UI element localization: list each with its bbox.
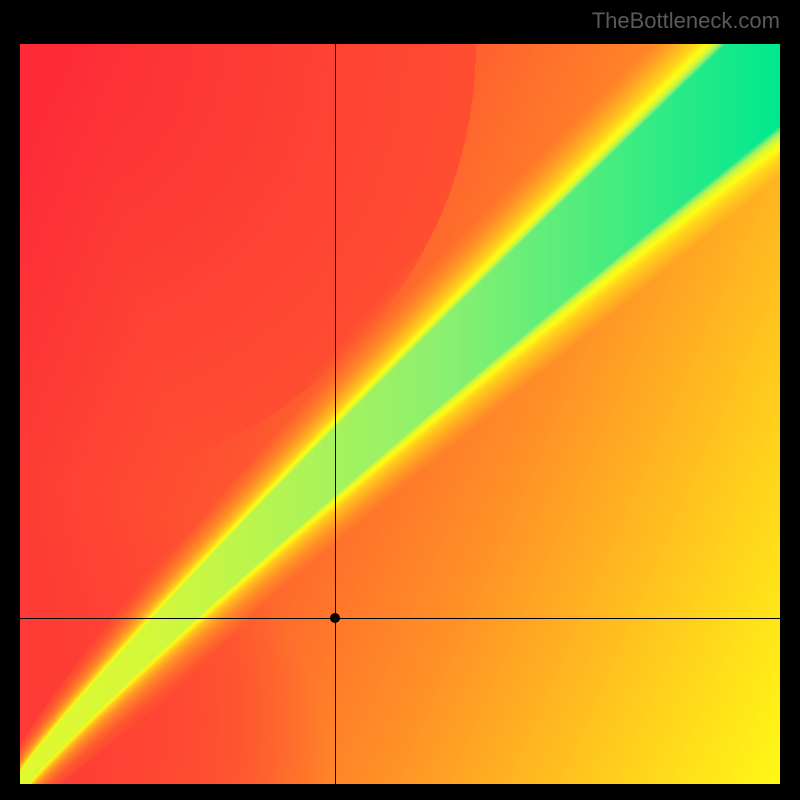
- chart-container: TheBottleneck.com: [0, 0, 800, 800]
- crosshair-marker-dot: [330, 613, 340, 623]
- chart-plot-area: [20, 44, 780, 784]
- crosshair-vertical-line: [335, 44, 336, 784]
- heatmap-canvas: [20, 44, 780, 784]
- crosshair-horizontal-line: [20, 618, 780, 619]
- watermark-text: TheBottleneck.com: [592, 8, 780, 34]
